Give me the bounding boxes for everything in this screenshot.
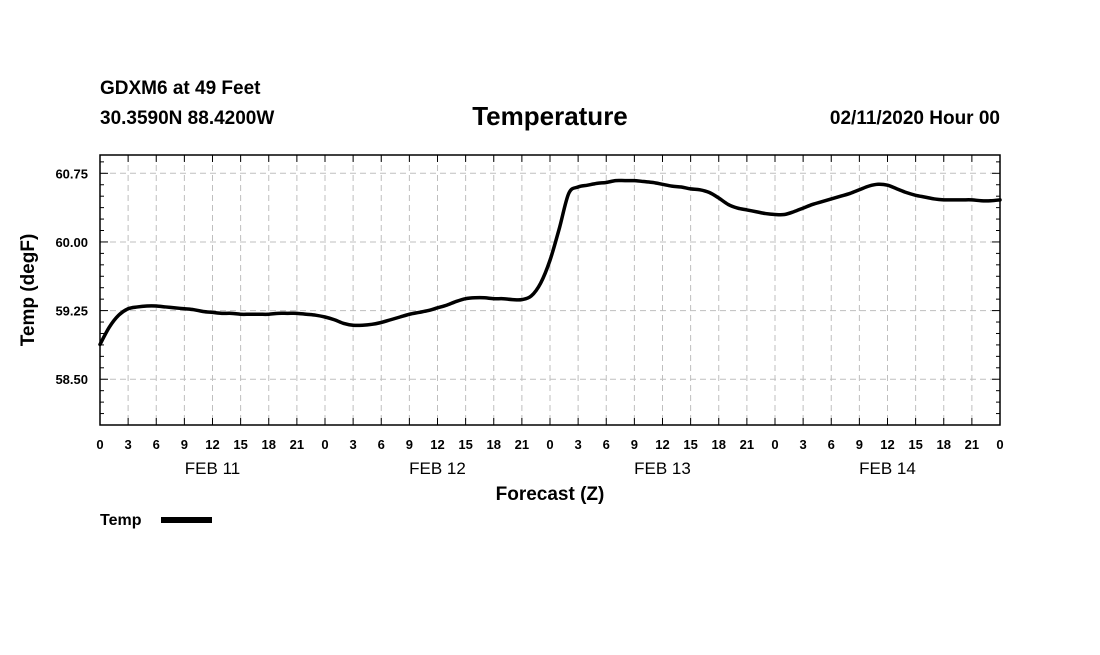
day-label: FEB 14 (859, 459, 916, 478)
x-tick-label: 0 (546, 437, 553, 452)
x-tick-label: 6 (153, 437, 160, 452)
x-axis-label: Forecast (Z) (496, 484, 605, 505)
station-label: GDXM6 at 49 Feet (100, 78, 261, 99)
y-tick-labels: 58.50 59.25 60.00 60.75 (55, 166, 88, 387)
grid-lines (100, 155, 1000, 425)
x-tick-label: 3 (125, 437, 132, 452)
x-tick-label: 12 (880, 437, 894, 452)
day-label: FEB 12 (409, 459, 466, 478)
x-tick-labels: 0 3 6 9 12 15 18 21 0 3 6 9 12 15 18 21 0 3 6 9 12 15 18 21 0 3 6 9… (96, 437, 1003, 452)
x-tick-label: 0 (771, 437, 778, 452)
x-tick-label: 9 (856, 437, 863, 452)
x-tick-label: 3 (350, 437, 357, 452)
temp-series-line (98, 178, 1002, 347)
x-tick-label: 9 (406, 437, 413, 452)
y-tick-label: 60.00 (55, 235, 88, 250)
x-tick-label: 6 (828, 437, 835, 452)
date-label: 02/11/2020 Hour 00 (830, 108, 1000, 129)
x-tick-label: 21 (515, 437, 529, 452)
x-tick-label: 0 (321, 437, 328, 452)
x-tick-label: 0 (96, 437, 103, 452)
day-label: FEB 13 (634, 459, 691, 478)
x-tick-label: 12 (430, 437, 444, 452)
x-tick-label: 18 (937, 437, 951, 452)
x-tick-label: 9 (181, 437, 188, 452)
x-tick-label: 6 (603, 437, 610, 452)
y-tick-label: 60.75 (55, 166, 88, 181)
coords-label: 30.3590N 88.4200W (100, 108, 274, 129)
x-tick-label: 18 (487, 437, 501, 452)
x-tick-label: 3 (800, 437, 807, 452)
y-axis-label: Temp (degF) (18, 234, 39, 347)
y-tick-label: 58.50 (55, 372, 88, 387)
x-tick-label: 12 (655, 437, 669, 452)
x-tick-label: 9 (631, 437, 638, 452)
x-tick-label: 6 (378, 437, 385, 452)
legend-swatch (161, 517, 212, 523)
x-tick-label: 12 (205, 437, 219, 452)
x-tick-label: 15 (458, 437, 472, 452)
x-tick-label: 15 (908, 437, 922, 452)
legend: Temp (100, 512, 212, 529)
legend-label: Temp (100, 512, 142, 529)
day-label: FEB 11 (185, 459, 240, 478)
x-tick-label: 18 (262, 437, 276, 452)
y-tick-label: 59.25 (55, 304, 88, 319)
x-tick-label: 18 (712, 437, 726, 452)
chart-title: Temperature (472, 101, 628, 131)
x-tick-label: 3 (575, 437, 582, 452)
x-tick-label: 15 (233, 437, 247, 452)
x-tick-label: 15 (683, 437, 697, 452)
day-labels: FEB 11 FEB 12 FEB 13 FEB 14 (185, 459, 916, 478)
x-tick-label: 21 (740, 437, 754, 452)
x-tick-label: 21 (965, 437, 979, 452)
x-tick-label: 21 (290, 437, 304, 452)
axis-ticks (99, 155, 1001, 426)
x-tick-label: 0 (996, 437, 1003, 452)
